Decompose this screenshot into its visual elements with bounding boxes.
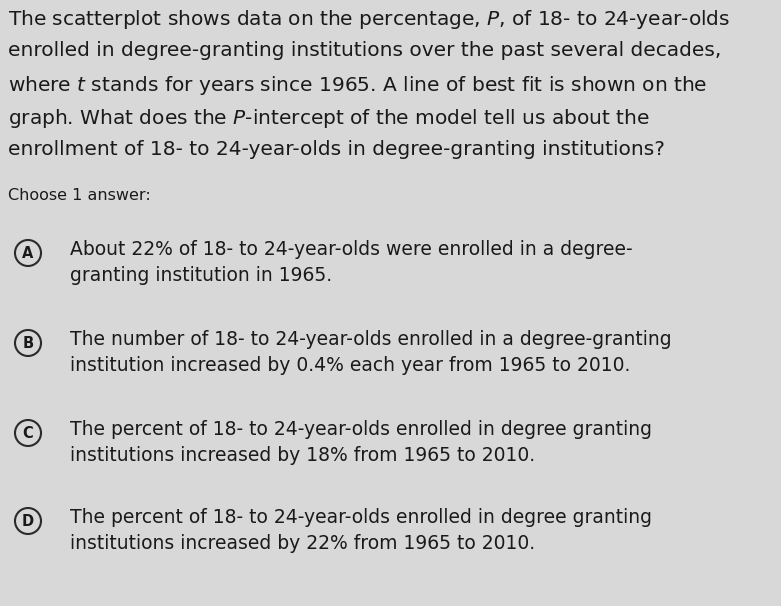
- Text: where $t$ stands for years since 1965. A line of best fit is shown on the: where $t$ stands for years since 1965. A…: [8, 74, 708, 97]
- Text: institutions increased by 22% from 1965 to 2010.: institutions increased by 22% from 1965 …: [70, 534, 535, 553]
- Text: About 22% of 18- to 24-year-olds were enrolled in a degree-: About 22% of 18- to 24-year-olds were en…: [70, 240, 633, 259]
- Text: institution increased by 0.4% each year from 1965 to 2010.: institution increased by 0.4% each year …: [70, 356, 630, 375]
- Text: enrollment of 18- to 24-year-olds in degree-granting institutions?: enrollment of 18- to 24-year-olds in deg…: [8, 140, 665, 159]
- Text: D: D: [22, 513, 34, 528]
- Text: B: B: [23, 336, 34, 350]
- Text: enrolled in degree-granting institutions over the past several decades,: enrolled in degree-granting institutions…: [8, 41, 722, 60]
- Text: graph. What does the $P$-intercept of the model tell us about the: graph. What does the $P$-intercept of th…: [8, 107, 650, 130]
- Text: The number of 18- to 24-year-olds enrolled in a degree-granting: The number of 18- to 24-year-olds enroll…: [70, 330, 672, 349]
- Text: The percent of 18- to 24-year-olds enrolled in degree granting: The percent of 18- to 24-year-olds enrol…: [70, 508, 652, 527]
- Text: granting institution in 1965.: granting institution in 1965.: [70, 266, 332, 285]
- Text: Choose 1 answer:: Choose 1 answer:: [8, 188, 151, 203]
- Text: The percent of 18- to 24-year-olds enrolled in degree granting: The percent of 18- to 24-year-olds enrol…: [70, 420, 652, 439]
- Text: C: C: [23, 425, 34, 441]
- Text: institutions increased by 18% from 1965 to 2010.: institutions increased by 18% from 1965 …: [70, 446, 535, 465]
- Text: The scatterplot shows data on the percentage, $P$, of 18- to 24-year-olds: The scatterplot shows data on the percen…: [8, 8, 730, 31]
- Text: A: A: [23, 245, 34, 261]
